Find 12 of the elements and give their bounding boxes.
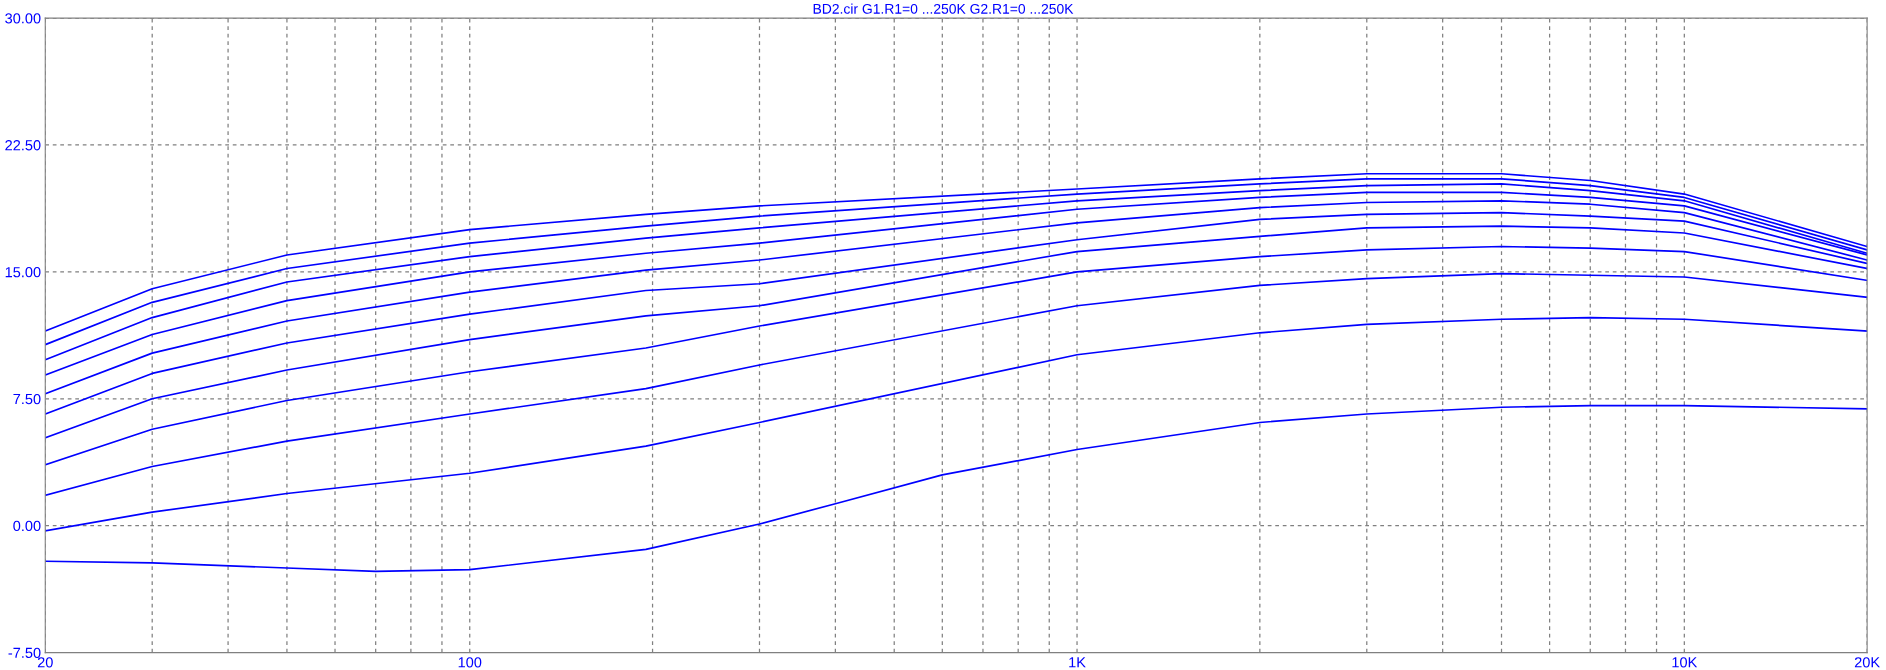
x-tick-label: 20K	[1854, 657, 1880, 668]
x-tick-label: 100	[458, 657, 482, 668]
y-tick-label: 30.00	[5, 13, 41, 24]
y-tick-label: 7.50	[13, 393, 41, 405]
x-tick-label: 1K	[1069, 657, 1086, 668]
chart-title: BD2.cir G1.R1=0 ...250K G2.R1=0 ...250K	[813, 3, 1074, 14]
y-tick-label: -7.50	[8, 647, 41, 659]
y-tick-label: 22.50	[5, 140, 41, 151]
y-tick-label: 0.00	[13, 520, 41, 532]
y-tick-label: 15.00	[5, 266, 41, 278]
x-tick-label: 20	[37, 657, 53, 668]
x-tick-label: 10K	[1672, 657, 1698, 668]
